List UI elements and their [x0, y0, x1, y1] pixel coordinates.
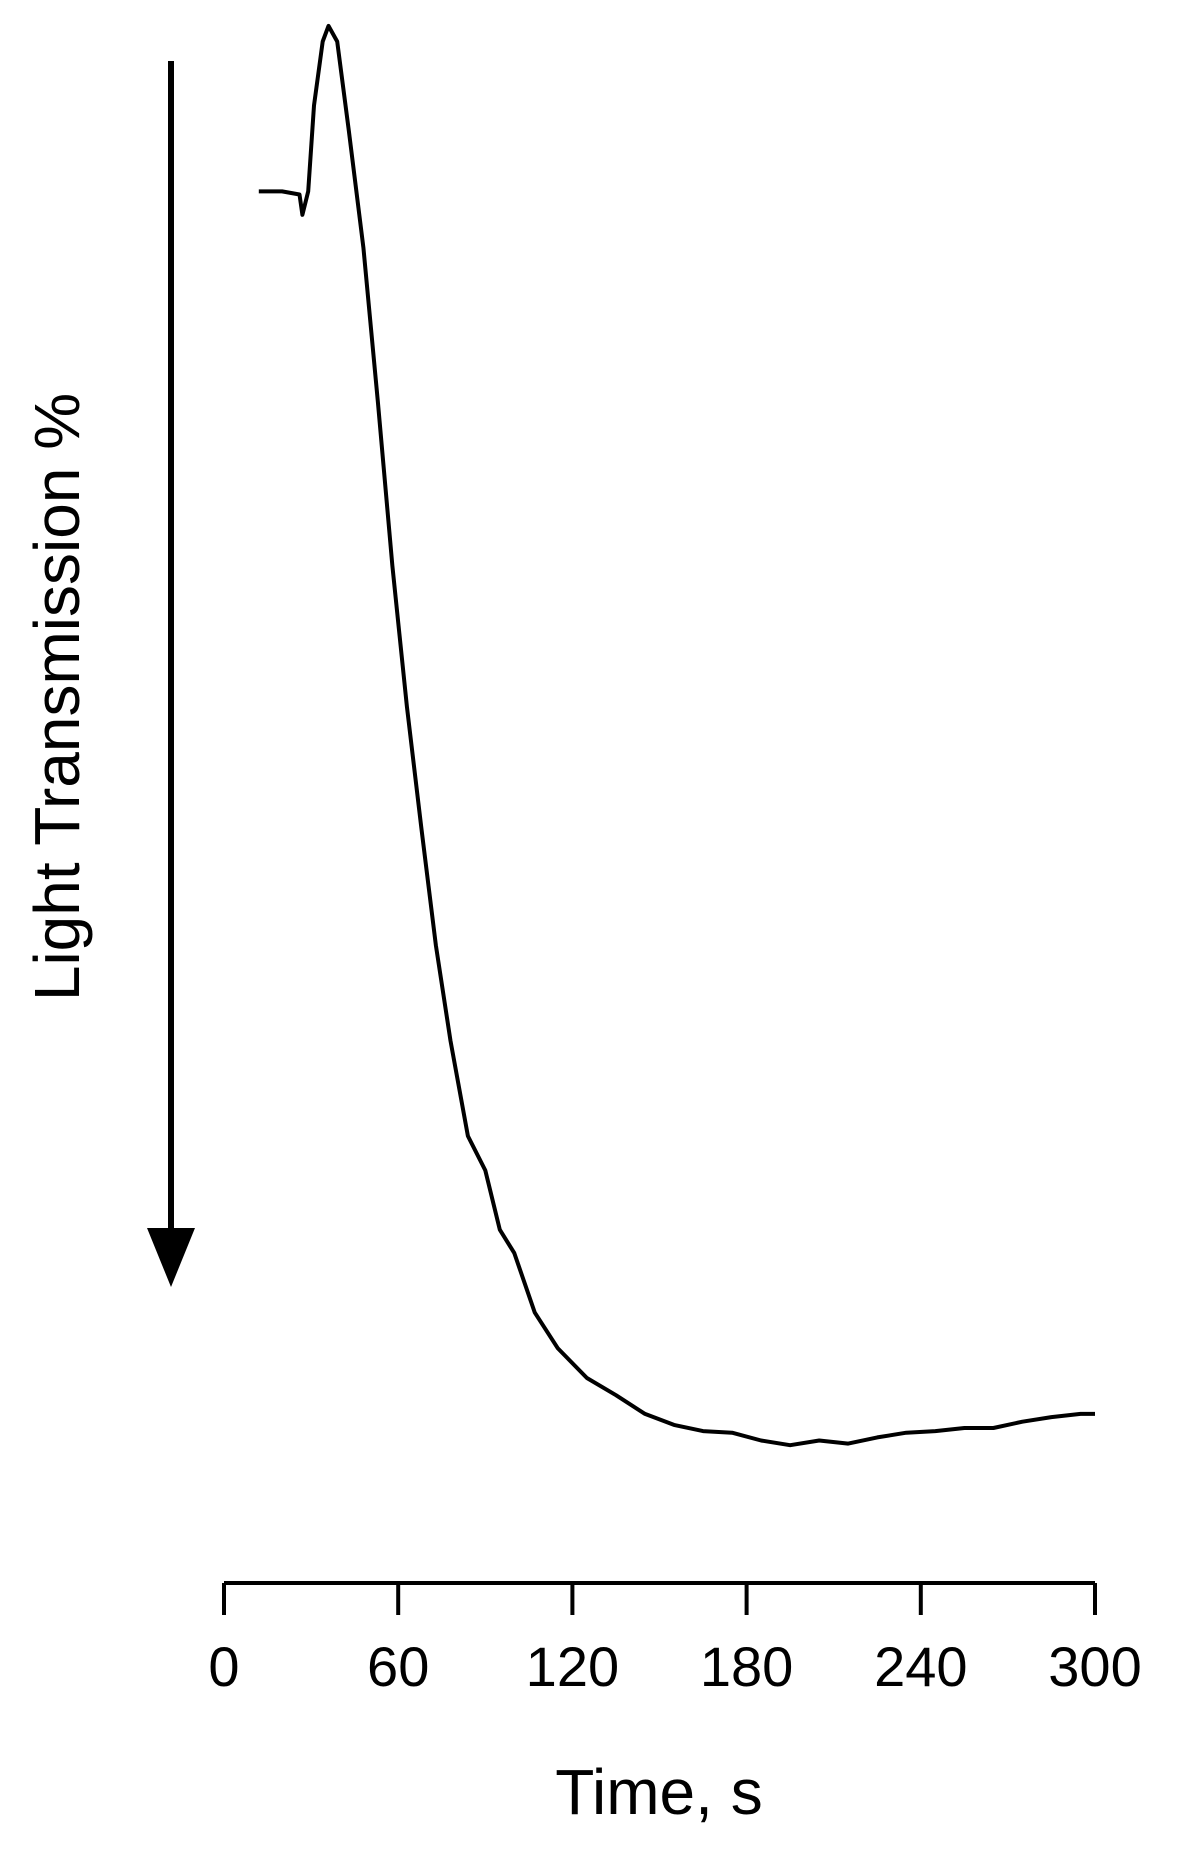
x-tick-label: 300 [1048, 1635, 1141, 1698]
x-tick-label: 60 [367, 1635, 429, 1698]
x-axis-title: Time, s [555, 1756, 762, 1828]
y-axis-title: Light Transmission % [21, 393, 93, 1001]
x-tick-label: 120 [526, 1635, 619, 1698]
x-tick-label: 240 [874, 1635, 967, 1698]
x-tick-label: 180 [700, 1635, 793, 1698]
trace-line [258, 23, 1095, 1448]
arrow-head [147, 1228, 195, 1287]
x-tick-label: 0 [208, 1635, 239, 1698]
